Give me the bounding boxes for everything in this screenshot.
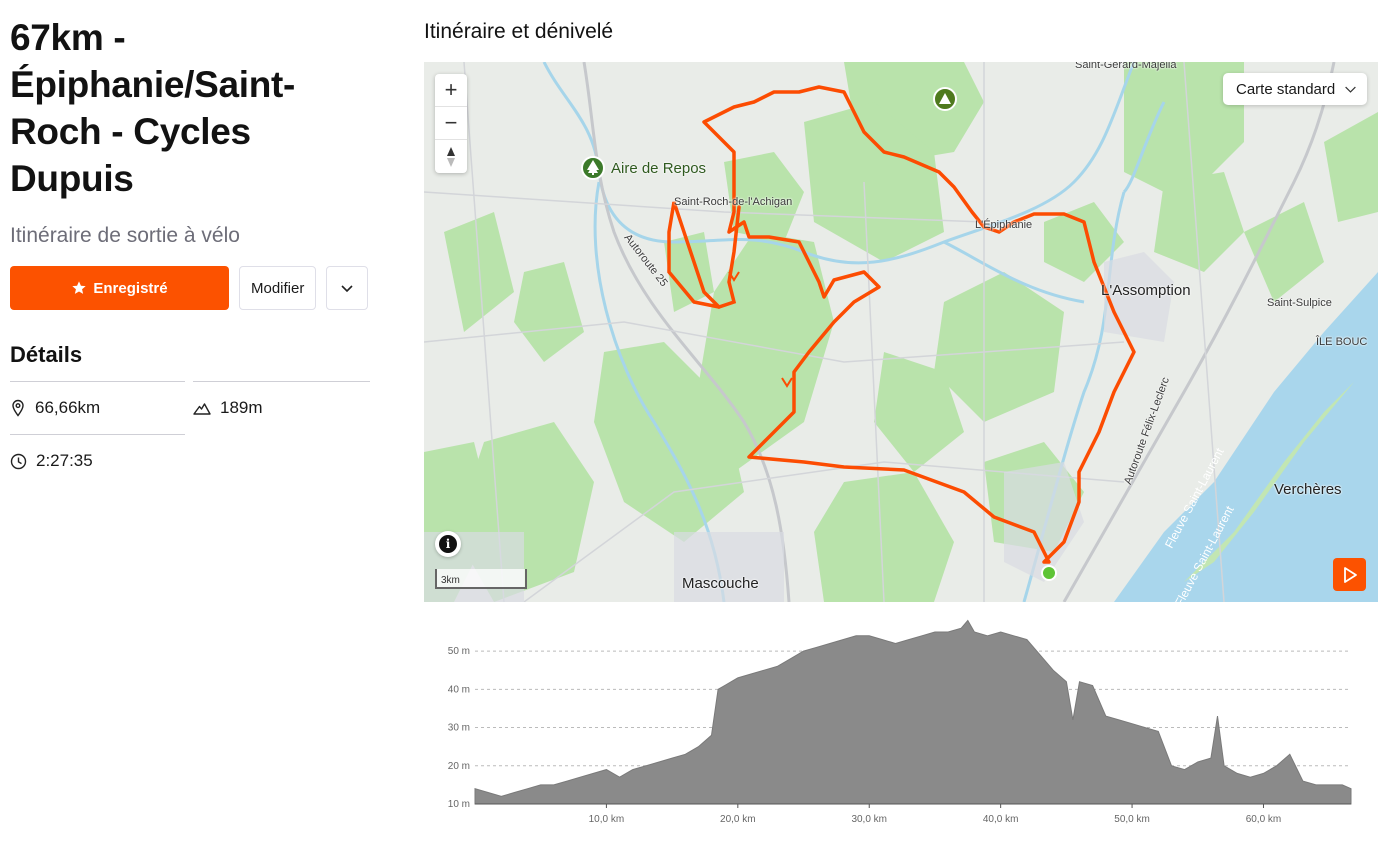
elevation-x-ticks: 10,0 km 20,0 km 30,0 km 40,0 km 50,0 km 60,0 … (589, 804, 1282, 825)
x-tick-label: 20,0 km (720, 814, 756, 825)
map-base-layer (424, 62, 1378, 602)
place-label-mascouche: Mascouche (682, 575, 759, 592)
place-label-saint-sulpice: Saint-Sulpice (1267, 297, 1332, 309)
compass-icon (447, 146, 455, 167)
stats-grid: 66,66km 189m 2:27:35 (10, 381, 372, 487)
tree-icon (581, 156, 605, 180)
clock-icon (10, 453, 27, 469)
saved-button-label: Enregistré (93, 279, 168, 297)
edit-button[interactable]: Modifier (239, 266, 317, 310)
action-bar: Enregistré Modifier (10, 266, 372, 310)
camping-icon (933, 87, 957, 111)
mountain-icon (193, 403, 211, 415)
x-tick-label: 10,0 km (589, 814, 625, 825)
direction-arrows (728, 271, 793, 388)
highways (582, 62, 1336, 602)
more-options-button[interactable] (326, 266, 369, 310)
route-type-subtitle: Itinéraire de sortie à vélo (10, 224, 240, 247)
map-zoom-controls: + − (435, 74, 467, 173)
elevation-stat: 189m (193, 381, 370, 434)
compass-button[interactable] (435, 140, 467, 173)
saved-button[interactable]: Enregistré (10, 266, 229, 310)
route-line-outbound (667, 201, 741, 310)
poi-label-aire-repos: Aire de Repos (611, 160, 707, 177)
map-scale: 3km (435, 569, 527, 589)
map-style-select[interactable]: Carte standard (1223, 73, 1367, 105)
place-label-saint-roch: Saint-Roch-de-l'Achigan (674, 196, 793, 208)
chevron-down-icon (1345, 86, 1356, 93)
map-section-title: Itinéraire et dénivelé (424, 20, 614, 43)
elevation-chart[interactable]: 10 m 20 m 30 m 40 m 50 m 10,0 km 20,0 km 30,0 … (424, 612, 1378, 832)
location-pin-icon (12, 399, 24, 417)
x-tick-label: 30,0 km (851, 814, 887, 825)
y-tick-label: 30 m (448, 723, 470, 734)
chevron-down-icon (341, 285, 353, 293)
elevation-area (474, 619, 1352, 805)
map-attribution-button[interactable]: i (435, 531, 461, 557)
route-map[interactable]: Saint-Gérard-Majella Aire de Repos Saint… (424, 62, 1378, 602)
place-label-ile-bouc: ÎLE BOUC (1316, 336, 1368, 348)
route-line (702, 85, 1136, 564)
y-tick-label: 20 m (448, 761, 470, 772)
zoom-in-button[interactable]: + (435, 74, 467, 107)
place-label-saint-gerard: Saint-Gérard-Majella (1075, 62, 1177, 71)
elevation-value: 189m (220, 398, 263, 417)
elevation-y-ticks: 10 m 20 m 30 m 40 m 50 m (448, 646, 470, 810)
details-heading: Détails (10, 342, 83, 367)
y-tick-label: 40 m (448, 684, 470, 695)
flyover-play-button[interactable] (1333, 558, 1366, 591)
route-details-panel: 67km - Épiphanie/Saint-Roch - Cycles Dup… (10, 14, 372, 487)
x-tick-label: 50,0 km (1114, 814, 1150, 825)
distance-stat: 66,66km (10, 381, 185, 434)
play-icon (1343, 566, 1357, 583)
time-value: 2:27:35 (36, 451, 93, 470)
place-label-vercheres: Verchères (1274, 481, 1342, 498)
distance-value: 66,66km (35, 398, 101, 417)
x-tick-label: 40,0 km (983, 814, 1019, 825)
start-marker (1041, 565, 1057, 581)
river-saint-laurent (1114, 272, 1378, 602)
place-label-epiphanie: L'Épiphanie (975, 219, 1033, 231)
info-icon: i (439, 535, 457, 553)
place-label-assomption: L'Assomption (1101, 282, 1191, 299)
zoom-out-button[interactable]: − (435, 107, 467, 140)
x-tick-label: 60,0 km (1246, 814, 1282, 825)
y-tick-label: 10 m (448, 799, 470, 810)
y-tick-label: 50 m (448, 646, 470, 657)
time-stat: 2:27:35 (10, 434, 185, 487)
star-icon (72, 281, 87, 294)
page-title: 67km - Épiphanie/Saint-Roch - Cycles Dup… (10, 17, 296, 199)
map-style-value: Carte standard (1236, 80, 1336, 98)
